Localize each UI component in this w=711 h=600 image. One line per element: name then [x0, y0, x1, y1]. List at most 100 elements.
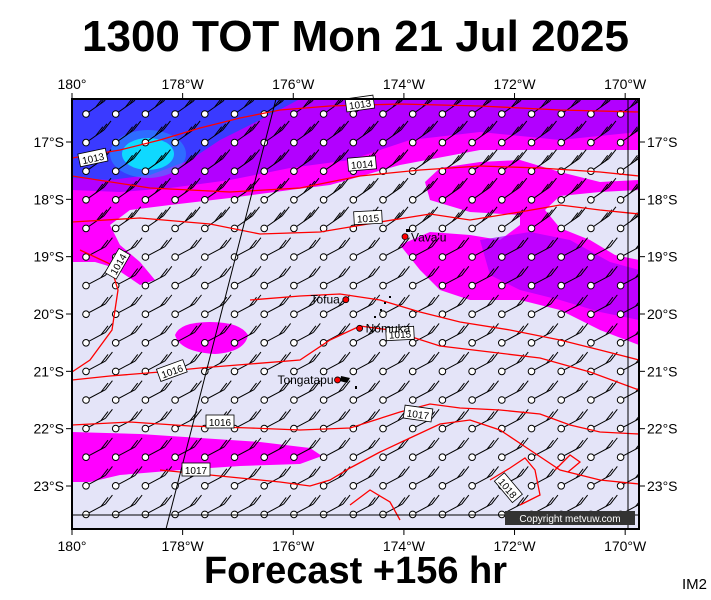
wind-barb: [379, 206, 409, 233]
isobar-line: [349, 489, 401, 521]
wind-zone-cyan-outer: [110, 130, 186, 178]
wind-barb: [557, 265, 589, 290]
wind-barb: [111, 437, 143, 462]
lon-label-top: 176°W: [272, 76, 315, 92]
isobar-label: 1015: [353, 209, 383, 226]
wind-barb: [290, 494, 321, 519]
lat-label-left: 22°S: [33, 421, 64, 437]
lon-label-top: 172°W: [493, 76, 536, 92]
lat-label-left: 18°S: [33, 191, 64, 207]
wind-barb: [379, 149, 409, 175]
place-label: Nomuka: [366, 321, 411, 335]
wind-barb: [260, 149, 290, 175]
wind-barb: [468, 265, 499, 290]
wind-barb: [587, 351, 618, 376]
isobar-line: [554, 454, 582, 473]
wind-barb: [82, 466, 113, 490]
lat-label-left: 17°S: [33, 134, 64, 150]
wind-barb: [349, 380, 381, 404]
wind-barb: [587, 294, 618, 319]
wind-barb: [616, 415, 639, 433]
wind-barb: [230, 437, 262, 462]
wind-barb: [587, 237, 618, 261]
wind-barb: [319, 494, 351, 519]
wind-barb: [319, 149, 350, 175]
wind-barb: [290, 237, 321, 261]
wind-barb: [201, 120, 231, 147]
wind-barb: [379, 177, 409, 204]
wind-barb: [141, 120, 171, 147]
wind-barb: [379, 466, 410, 490]
lon-label-bottom: 172°W: [493, 538, 536, 554]
places: Vava'u Tofua Nomuka Tongatapu: [277, 231, 446, 387]
wind-barb: [111, 294, 143, 319]
wind-barb: [201, 149, 231, 175]
wind-barb: [230, 466, 262, 490]
wind-barb: [616, 183, 639, 204]
wind-barb: [171, 177, 201, 204]
wind-barb: [647, 323, 677, 346]
wind-barb: [438, 265, 470, 290]
wind-barb: [647, 266, 677, 289]
wind-barb: [498, 323, 529, 347]
wind-barb: [647, 381, 677, 404]
wind-barb: [171, 380, 202, 404]
wind-barb: [82, 351, 113, 376]
wind-barb: [171, 294, 202, 319]
wind-barb: [111, 380, 143, 404]
wind-barb: [498, 294, 529, 319]
wind-barb: [379, 351, 410, 376]
svg-text:1015: 1015: [357, 213, 380, 225]
place-label: Tofua: [310, 293, 340, 307]
copyright-text: Copyright metvuw.com: [519, 514, 620, 525]
wind-barb: [379, 380, 410, 404]
lat-label-left: 19°S: [33, 249, 64, 265]
wind-barb: [468, 237, 499, 261]
wind-barb: [498, 237, 529, 261]
lat-label-left: 23°S: [33, 478, 64, 494]
lon-label-bottom: 176°W: [272, 538, 315, 554]
wind-barb: [349, 265, 381, 290]
wind-barb: [557, 177, 587, 204]
wind-barb: [230, 380, 262, 404]
wind-barb: [379, 120, 409, 147]
wind-barb: [498, 408, 529, 433]
isobar-label: 1017: [402, 404, 434, 423]
wind-barb: [557, 437, 589, 462]
isobar-label: 1013: [77, 147, 109, 168]
wind-barb: [616, 472, 639, 490]
wind-barb: [408, 237, 440, 261]
wind-barb: [201, 237, 232, 261]
wind-barb: [408, 466, 440, 490]
wind-barb: [468, 380, 499, 404]
lon-label-bottom: 178°W: [162, 538, 205, 554]
lon-label-top: 178°W: [162, 76, 205, 92]
boundary-line: [165, 98, 277, 530]
wind-barb: [171, 437, 202, 462]
wind-barb: [290, 265, 321, 290]
wind-barb: [201, 265, 232, 290]
wind-barb: [230, 323, 262, 347]
wind-barb: [111, 120, 142, 147]
wind-barb: [557, 294, 589, 319]
wind-barb: [527, 437, 559, 462]
wind-barb: [260, 466, 292, 490]
wind-barb: [141, 206, 171, 233]
wind-barb: [319, 177, 350, 204]
wind-barb: [141, 323, 173, 347]
wind-barb: [111, 408, 143, 433]
wind-barb: [349, 351, 381, 376]
wind-barb: [468, 437, 499, 462]
place-label: Vava'u: [411, 231, 446, 245]
lat-label-right: 18°S: [647, 191, 678, 207]
wind-barb: [527, 120, 557, 147]
wind-barb: [260, 237, 292, 261]
wind-barb: [349, 437, 381, 462]
wind-barb: [349, 177, 379, 204]
isobar-label: 1014: [347, 155, 377, 172]
wind-barb: [230, 120, 260, 147]
wind-barb: [290, 149, 320, 175]
place-marker: [342, 296, 350, 304]
wind-barb: [438, 408, 470, 433]
lat-label-right: 19°S: [647, 249, 678, 265]
